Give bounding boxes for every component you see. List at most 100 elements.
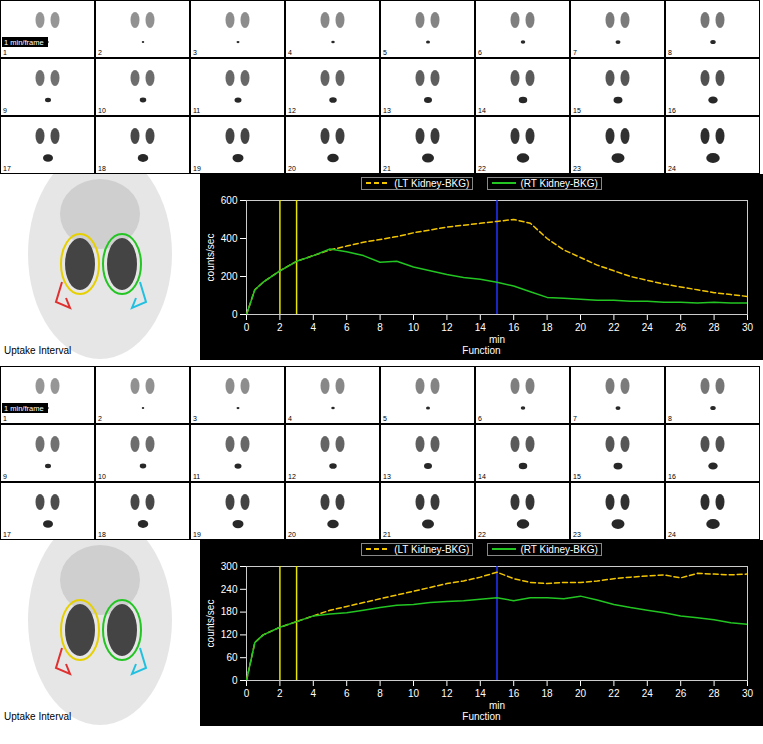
svg-text:19: 19 [193, 165, 201, 172]
svg-text:1 min/frame: 1 min/frame [4, 404, 44, 413]
svg-text:2: 2 [98, 415, 102, 422]
svg-text:23: 23 [573, 165, 581, 172]
svg-text:20: 20 [575, 322, 587, 333]
svg-text:30: 30 [742, 688, 754, 699]
svg-text:11: 11 [193, 473, 200, 480]
svg-text:22: 22 [478, 165, 486, 172]
svg-text:16: 16 [508, 688, 520, 699]
svg-text:4: 4 [288, 415, 292, 422]
svg-text:8: 8 [668, 415, 672, 422]
svg-text:23: 23 [573, 531, 581, 538]
svg-text:4: 4 [311, 688, 317, 699]
svg-text:1: 1 [3, 49, 7, 56]
svg-text:400: 400 [221, 233, 238, 244]
svg-text:14: 14 [475, 322, 487, 333]
svg-text:14: 14 [475, 688, 487, 699]
svg-text:6: 6 [344, 322, 350, 333]
svg-text:6: 6 [478, 49, 482, 56]
svg-text:4: 4 [311, 322, 317, 333]
svg-text:12: 12 [441, 322, 453, 333]
svg-text:12: 12 [288, 473, 296, 480]
svg-text:20: 20 [288, 165, 296, 172]
svg-text:7: 7 [573, 49, 577, 56]
svg-text:3: 3 [193, 415, 197, 422]
svg-text:9: 9 [3, 107, 7, 114]
svg-text:counts/sec: counts/sec [205, 234, 216, 282]
svg-text:22: 22 [608, 688, 620, 699]
svg-text:20: 20 [575, 688, 587, 699]
svg-text:180: 180 [221, 606, 238, 617]
svg-text:12: 12 [441, 688, 453, 699]
svg-text:24: 24 [668, 531, 676, 538]
svg-text:10: 10 [98, 473, 106, 480]
svg-text:24: 24 [642, 322, 654, 333]
svg-text:10: 10 [408, 322, 420, 333]
svg-text:120: 120 [221, 629, 238, 640]
svg-text:16: 16 [668, 107, 676, 114]
svg-text:18: 18 [98, 531, 106, 538]
svg-text:0: 0 [244, 688, 250, 699]
svg-text:300: 300 [221, 561, 238, 572]
svg-text:1 min/frame: 1 min/frame [4, 38, 44, 47]
html-text:(RT Kidney-BKG): (RT Kidney-BKG) [520, 177, 598, 189]
svg-text:12: 12 [288, 107, 296, 114]
svg-text:8: 8 [668, 49, 672, 56]
svg-text:28: 28 [709, 688, 721, 699]
svg-text:0: 0 [232, 309, 238, 320]
svg-text:min: min [489, 700, 505, 711]
svg-text:5: 5 [383, 415, 387, 422]
svg-text:22: 22 [608, 322, 620, 333]
svg-text:0: 0 [244, 322, 250, 333]
svg-text:16: 16 [508, 322, 520, 333]
svg-text:5: 5 [383, 49, 387, 56]
svg-text:18: 18 [98, 165, 106, 172]
svg-text:24: 24 [668, 165, 676, 172]
svg-text:15: 15 [573, 107, 581, 114]
svg-text:10: 10 [408, 688, 420, 699]
svg-text:11: 11 [193, 107, 200, 114]
svg-text:22: 22 [478, 531, 486, 538]
svg-text:20: 20 [288, 531, 296, 538]
svg-text:min: min [489, 334, 505, 345]
svg-text:0: 0 [232, 675, 238, 686]
svg-text:17: 17 [3, 531, 11, 538]
svg-text:14: 14 [478, 107, 486, 114]
svg-text:1: 1 [3, 415, 7, 422]
svg-text:3: 3 [193, 49, 197, 56]
svg-text:13: 13 [383, 107, 391, 114]
svg-text:240: 240 [221, 584, 238, 595]
svg-text:6: 6 [478, 415, 482, 422]
svg-text:21: 21 [383, 165, 391, 172]
svg-text:Uptake Interval: Uptake Interval [4, 345, 71, 356]
svg-text:7: 7 [573, 415, 577, 422]
html-text:(LT Kidney-BKG): (LT Kidney-BKG) [394, 177, 470, 189]
svg-text:26: 26 [675, 688, 687, 699]
svg-text:24: 24 [642, 688, 654, 699]
svg-text:Uptake Interval: Uptake Interval [4, 711, 71, 722]
svg-text:16: 16 [668, 473, 676, 480]
svg-text:600: 600 [221, 195, 238, 206]
svg-text:8: 8 [377, 322, 383, 333]
svg-text:10: 10 [98, 107, 106, 114]
svg-text:8: 8 [377, 688, 383, 699]
svg-text:60: 60 [226, 652, 238, 663]
svg-text:9: 9 [3, 473, 7, 480]
svg-text:6: 6 [344, 688, 350, 699]
svg-text:26: 26 [675, 322, 687, 333]
svg-text:15: 15 [573, 473, 581, 480]
svg-text:2: 2 [98, 49, 102, 56]
svg-text:21: 21 [383, 531, 391, 538]
svg-text:18: 18 [542, 688, 554, 699]
svg-text:counts/sec: counts/sec [205, 600, 216, 648]
svg-text:17: 17 [3, 165, 11, 172]
svg-text:28: 28 [709, 322, 721, 333]
svg-text:13: 13 [383, 473, 391, 480]
svg-text:14: 14 [478, 473, 486, 480]
svg-text:18: 18 [542, 322, 554, 333]
svg-text:2: 2 [277, 322, 283, 333]
svg-text:200: 200 [221, 271, 238, 282]
svg-text:4: 4 [288, 49, 292, 56]
svg-text:30: 30 [742, 322, 754, 333]
svg-text:2: 2 [277, 688, 283, 699]
svg-text:19: 19 [193, 531, 201, 538]
